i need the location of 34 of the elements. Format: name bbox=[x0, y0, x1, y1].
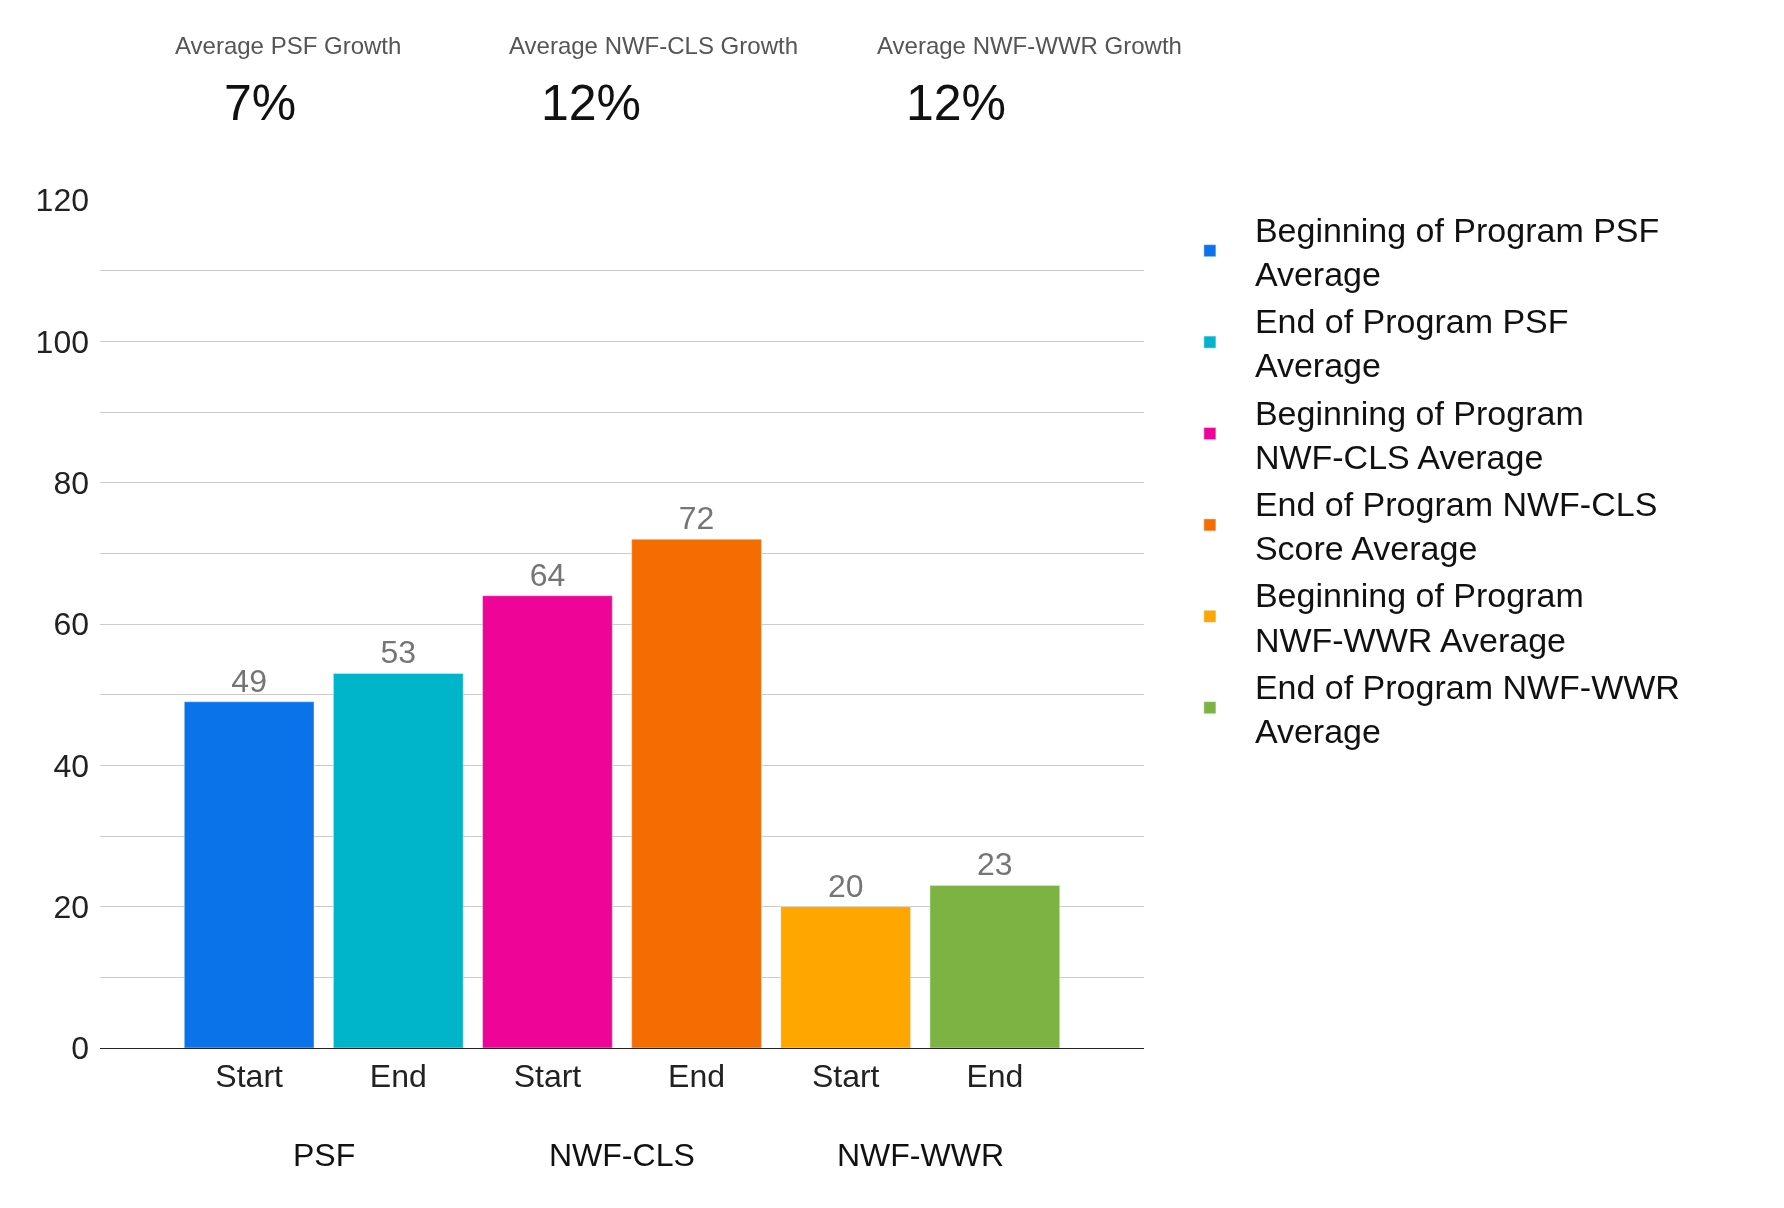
data-label: 23 bbox=[977, 846, 1013, 883]
y-tick-label: 0 bbox=[71, 1030, 89, 1067]
legend-label: Beginning of Program NWF-CLS Average bbox=[1254, 393, 1584, 476]
text: Average PSF Growth bbox=[175, 32, 402, 59]
data-label: 20 bbox=[827, 867, 864, 904]
data-label: 72 bbox=[678, 500, 715, 537]
y-tick-label: 40 bbox=[53, 747, 89, 784]
x-tick-label: Start bbox=[811, 1058, 880, 1095]
y-tick-label: 80 bbox=[53, 464, 89, 501]
legend-label: End of Program PSF Average bbox=[1254, 302, 1569, 385]
text: 12% bbox=[541, 75, 642, 131]
text: NWF-WWR bbox=[837, 1137, 1005, 1173]
x-tick-label: End bbox=[668, 1058, 726, 1095]
legend-label: End of Program NWF-WWR Average bbox=[1254, 667, 1680, 751]
y-tick-label: 20 bbox=[53, 888, 89, 925]
data-label: 53 bbox=[380, 634, 417, 671]
text: PSF bbox=[293, 1137, 356, 1173]
text: 7% bbox=[224, 75, 297, 131]
x-tick-label: Start bbox=[513, 1058, 582, 1095]
text: NWF-CLS bbox=[549, 1137, 695, 1173]
text: Average NWF-WWR Growth bbox=[877, 32, 1182, 59]
x-tick-label: End bbox=[966, 1058, 1024, 1095]
data-label: 64 bbox=[529, 556, 566, 593]
x-tick-label: End bbox=[369, 1058, 427, 1095]
y-tick-label: 60 bbox=[53, 606, 89, 643]
legend-label: Beginning of Program PSF Average bbox=[1254, 210, 1660, 294]
legend-label: Beginning of Program NWF-WWR Average bbox=[1254, 576, 1584, 659]
text: Average NWF-CLS Growth bbox=[509, 32, 798, 59]
y-tick-label: 100 bbox=[35, 323, 89, 360]
x-tick-label: Start bbox=[215, 1058, 284, 1095]
data-label: 49 bbox=[231, 662, 267, 699]
y-tick-label: 120 bbox=[35, 182, 89, 219]
text: 12% bbox=[906, 75, 1007, 131]
legend-label: End of Program NWF-CLS Score Average bbox=[1254, 485, 1658, 568]
